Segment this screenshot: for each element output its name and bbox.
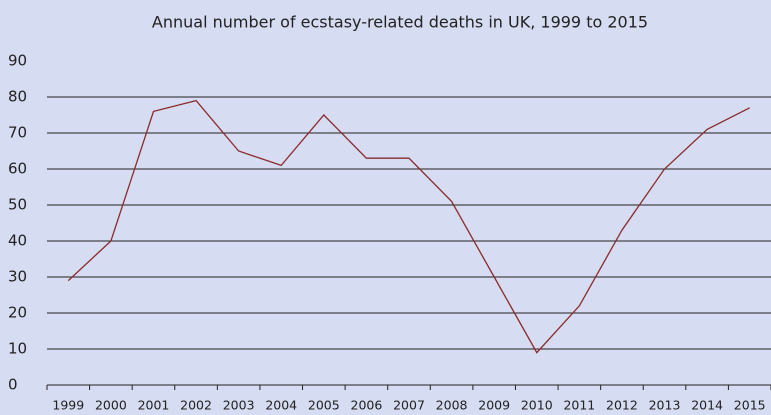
y-tick-label: 40 (8, 232, 27, 250)
x-tick-label: 2014 (691, 398, 723, 413)
x-tick-label: 2010 (521, 398, 553, 413)
y-tick-label: 60 (8, 160, 27, 178)
x-tick-label: 2005 (308, 398, 340, 413)
x-tick-label: 2000 (95, 398, 127, 413)
chart-title: Annual number of ecstasy-related deaths … (152, 13, 648, 32)
y-tick-label: 70 (8, 124, 27, 142)
y-tick-label: 30 (8, 268, 27, 286)
y-tick-label: 20 (8, 304, 27, 322)
x-tick-label: 2008 (436, 398, 468, 413)
y-tick-label: 50 (8, 196, 27, 214)
x-tick-label: 2011 (563, 398, 595, 413)
x-tick-label: 2001 (138, 398, 170, 413)
x-tick-label: 2002 (180, 398, 212, 413)
y-tick-label: 90 (8, 52, 27, 70)
y-tick-label: 80 (8, 88, 27, 106)
x-tick-label: 2012 (606, 398, 638, 413)
x-tick-label: 2007 (393, 398, 425, 413)
y-tick-label: 0 (8, 376, 18, 394)
x-tick-label: 2009 (478, 398, 510, 413)
x-tick-label: 1999 (52, 398, 84, 413)
x-tick-label: 2003 (223, 398, 255, 413)
x-tick-label: 2006 (351, 398, 383, 413)
x-tick-label: 2013 (649, 398, 681, 413)
y-tick-label: 10 (8, 340, 27, 358)
x-tick-label: 2015 (734, 398, 766, 413)
x-tick-label: 2004 (265, 398, 297, 413)
data-line (67, 99, 750, 354)
